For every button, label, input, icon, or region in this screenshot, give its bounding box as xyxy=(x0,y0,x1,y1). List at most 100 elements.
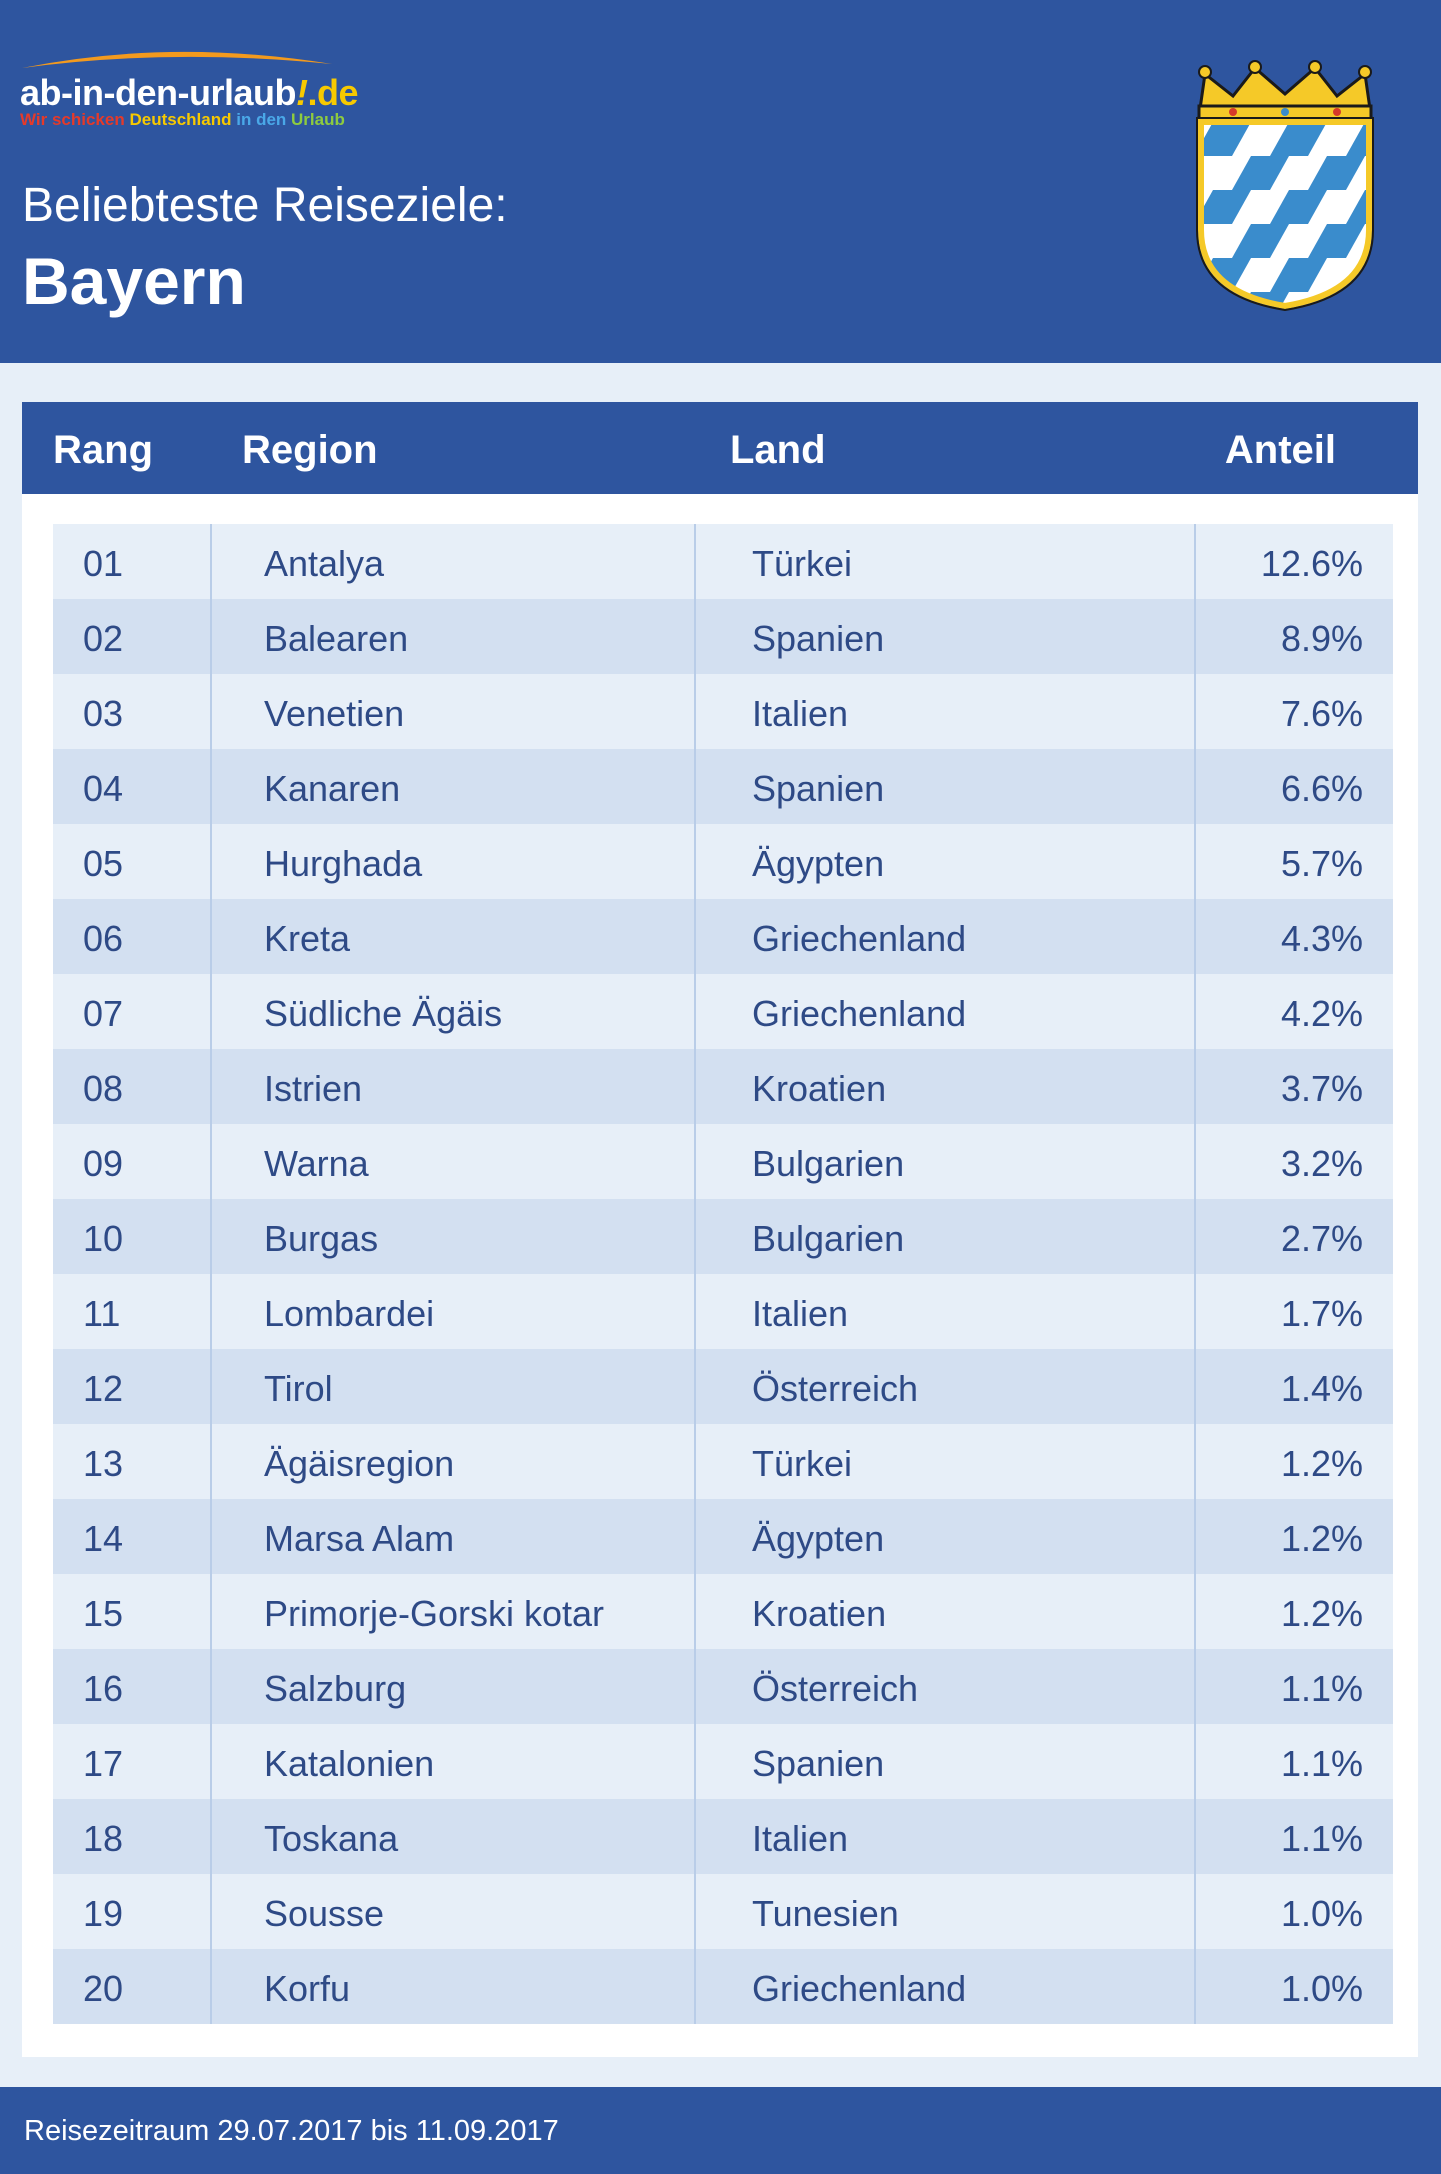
cell-rang: 19 xyxy=(83,1893,124,1934)
cell-region: Ägäisregion xyxy=(264,1443,455,1484)
cell-region: Warna xyxy=(264,1143,369,1184)
cell-anteil: 4.3% xyxy=(1280,918,1363,959)
cell-land: Bulgarien xyxy=(752,1218,905,1259)
cell-rang: 12 xyxy=(83,1368,124,1409)
table-row: 02 Balearen Spanien 8.9% xyxy=(53,599,1393,674)
cell-region: Hurghada xyxy=(264,843,423,884)
cell-region: Toskana xyxy=(264,1818,399,1859)
cell-land: Österreich xyxy=(752,1368,919,1409)
cell-region: Katalonien xyxy=(264,1743,435,1784)
cell-rang: 04 xyxy=(83,768,124,809)
cell-anteil: 3.2% xyxy=(1280,1143,1363,1184)
table-row: 09 Warna Bulgarien 3.2% xyxy=(53,1124,1393,1199)
cell-rang: 11 xyxy=(83,1293,121,1334)
table-row: 03 Venetien Italien 7.6% xyxy=(53,674,1393,749)
cell-anteil: 1.7% xyxy=(1280,1293,1363,1334)
ranking-table: Rang Region Land Anteil 01 Antalya Türkei 1… xyxy=(22,402,1418,2057)
cell-anteil: 1.0% xyxy=(1280,1968,1363,2009)
cell-rang: 01 xyxy=(83,543,124,584)
cell-land: Spanien xyxy=(752,1743,885,1784)
cell-land: Österreich xyxy=(752,1668,919,1709)
cell-rang: 13 xyxy=(83,1443,124,1484)
page-subtitle: Beliebteste Reiseziele: xyxy=(22,179,508,232)
cell-land: Griechenland xyxy=(752,993,967,1034)
logo-wordmark: ab-in-den-urlaub!.de xyxy=(20,72,358,113)
cell-region: Burgas xyxy=(264,1218,379,1259)
cell-region: Korfu xyxy=(264,1968,351,2009)
column-divider xyxy=(694,524,696,2024)
table-row: 08 Istrien Kroatien 3.7% xyxy=(53,1049,1393,1124)
cell-anteil: 3.7% xyxy=(1280,1068,1363,1109)
cell-region: Marsa Alam xyxy=(264,1518,455,1559)
cell-region: Venetien xyxy=(264,693,405,734)
logo-tagline: Wir schicken Deutschland in den Urlaub xyxy=(20,110,345,129)
table-row: 05 Hurghada Ägypten 5.7% xyxy=(53,824,1393,899)
column-divider xyxy=(210,524,212,2024)
cell-rang: 10 xyxy=(83,1218,124,1259)
cell-region: Kreta xyxy=(264,918,351,959)
table-row: 14 Marsa Alam Ägypten 1.2% xyxy=(53,1499,1393,1574)
cell-rang: 03 xyxy=(83,693,124,734)
cell-land: Italien xyxy=(752,693,849,734)
table-row: 12 Tirol Österreich 1.4% xyxy=(53,1349,1393,1424)
header-anteil: Anteil xyxy=(1224,428,1336,472)
bavarian-coat-of-arms-icon xyxy=(1196,60,1374,312)
cell-land: Griechenland xyxy=(752,1968,967,2009)
cell-region: Primorje-Gorski kotar xyxy=(264,1593,605,1634)
table-row: 17 Katalonien Spanien 1.1% xyxy=(53,1724,1393,1799)
cell-region: Istrien xyxy=(264,1068,363,1109)
table-row: 01 Antalya Türkei 12.6% xyxy=(53,524,1393,599)
table-row: 04 Kanaren Spanien 6.6% xyxy=(53,749,1393,824)
cell-rang: 08 xyxy=(83,1068,124,1109)
cell-anteil: 1.2% xyxy=(1280,1518,1363,1559)
cell-rang: 06 xyxy=(83,918,124,959)
table-row: 11 Lombardei Italien 1.7% xyxy=(53,1274,1393,1349)
cell-land: Bulgarien xyxy=(752,1143,905,1184)
cell-rang: 05 xyxy=(83,843,124,884)
table-row: 15 Primorje-Gorski kotar Kroatien 1.2% xyxy=(53,1574,1393,1649)
cell-region: Balearen xyxy=(264,618,409,659)
cell-region: Antalya xyxy=(264,543,385,584)
cell-land: Italien xyxy=(752,1818,849,1859)
cell-rang: 18 xyxy=(83,1818,124,1859)
cell-anteil: 1.2% xyxy=(1280,1593,1363,1634)
cell-anteil: 12.6% xyxy=(1260,543,1363,584)
cell-rang: 02 xyxy=(83,618,124,659)
cell-region: Tirol xyxy=(264,1368,333,1409)
cell-anteil: 5.7% xyxy=(1280,843,1363,884)
cell-region: Salzburg xyxy=(264,1668,407,1709)
table-row: 19 Sousse Tunesien 1.0% xyxy=(53,1874,1393,1949)
logo[interactable]: ab-in-den-urlaub!.de Wir schicken Deutsc… xyxy=(20,44,420,134)
table-row: 13 Ägäisregion Türkei 1.2% xyxy=(53,1424,1393,1499)
table-row: 20 Korfu Griechenland 1.0% xyxy=(53,1949,1393,2024)
cell-land: Kroatien xyxy=(752,1068,887,1109)
header-region: Region xyxy=(242,428,378,472)
cell-rang: 09 xyxy=(83,1143,124,1184)
cell-anteil: 1.1% xyxy=(1280,1818,1363,1859)
cell-anteil: 6.6% xyxy=(1280,768,1363,809)
cell-rang: 16 xyxy=(83,1668,124,1709)
table-row: 16 Salzburg Österreich 1.1% xyxy=(53,1649,1393,1724)
header-banner: ab-in-den-urlaub!.de Wir schicken Deutsc… xyxy=(0,0,1441,363)
table-row: 18 Toskana Italien 1.1% xyxy=(53,1799,1393,1874)
cell-rang: 07 xyxy=(83,993,124,1034)
cell-region: Lombardei xyxy=(264,1293,435,1334)
header-land: Land xyxy=(730,428,826,472)
cell-land: Türkei xyxy=(752,543,853,584)
logo-swoosh-icon xyxy=(22,51,332,68)
cell-anteil: 1.4% xyxy=(1280,1368,1363,1409)
cell-anteil: 1.1% xyxy=(1280,1668,1363,1709)
cell-region: Südliche Ägäis xyxy=(264,993,503,1034)
cell-anteil: 2.7% xyxy=(1280,1218,1363,1259)
cell-land: Türkei xyxy=(752,1443,853,1484)
column-divider xyxy=(1194,524,1196,2024)
cell-land: Spanien xyxy=(752,618,885,659)
cell-land: Kroatien xyxy=(752,1593,887,1634)
cell-anteil: 1.1% xyxy=(1280,1743,1363,1784)
cell-land: Italien xyxy=(752,1293,849,1334)
cell-anteil: 1.2% xyxy=(1280,1443,1363,1484)
travel-period-note: Reisezeitraum 29.07.2017 bis 11.09.2017 xyxy=(24,2115,559,2147)
cell-land: Ägypten xyxy=(752,843,885,884)
cell-land: Griechenland xyxy=(752,918,967,959)
cell-rang: 14 xyxy=(83,1518,124,1559)
